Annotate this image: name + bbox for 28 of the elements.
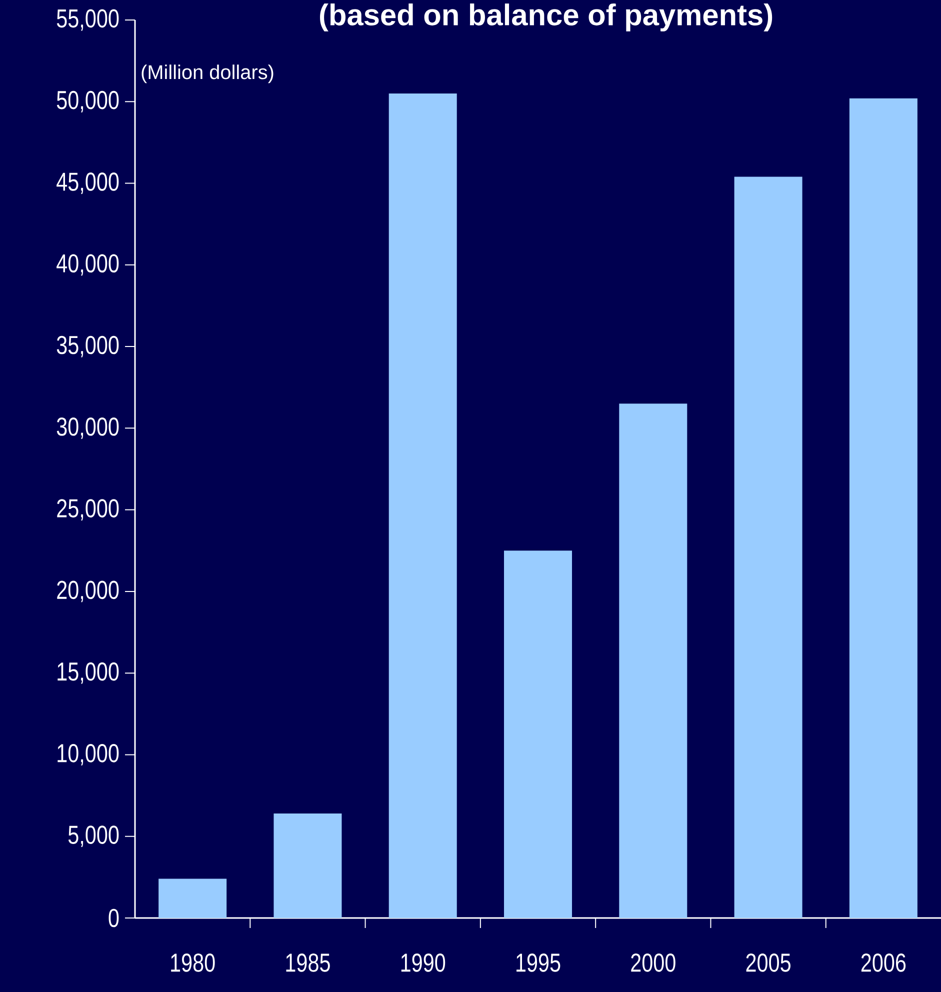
y-tick-label: 15,000 <box>58 662 119 684</box>
x-tick-label: 1990 <box>401 954 446 972</box>
bar <box>734 176 802 918</box>
bar <box>619 404 688 918</box>
y-tick-label: 45,000 <box>56 172 119 194</box>
y-tick-label: 25,000 <box>57 499 119 521</box>
y-tick-label: 35,000 <box>56 336 119 358</box>
x-tick-label: 2000 <box>631 954 676 972</box>
y-tick-label: 10,000 <box>58 744 119 766</box>
y-tick-label: 20,000 <box>57 580 119 602</box>
x-tick-label: 1985 <box>286 954 330 972</box>
bar <box>274 813 342 918</box>
y-axis-title: (Million dollars) <box>142 64 274 84</box>
x-tick-label: 2006 <box>861 954 906 972</box>
bar <box>388 93 457 918</box>
x-tick-label: 1995 <box>516 954 560 972</box>
y-tick-label: 0 <box>108 908 119 928</box>
bar <box>849 98 918 918</box>
bar <box>504 550 572 918</box>
y-tick-label: 40,000 <box>56 254 119 276</box>
x-tick-label: 2005 <box>746 954 790 972</box>
y-tick-label: 50,000 <box>56 90 119 112</box>
y-tick-label: 30,000 <box>56 417 119 439</box>
y-tick-label: 5,000 <box>68 826 119 848</box>
bar <box>158 878 227 918</box>
chart-title: (based on balance of payments) <box>320 4 772 32</box>
x-tick-label: 1980 <box>171 954 215 972</box>
y-tick-label: 55,000 <box>56 9 119 31</box>
